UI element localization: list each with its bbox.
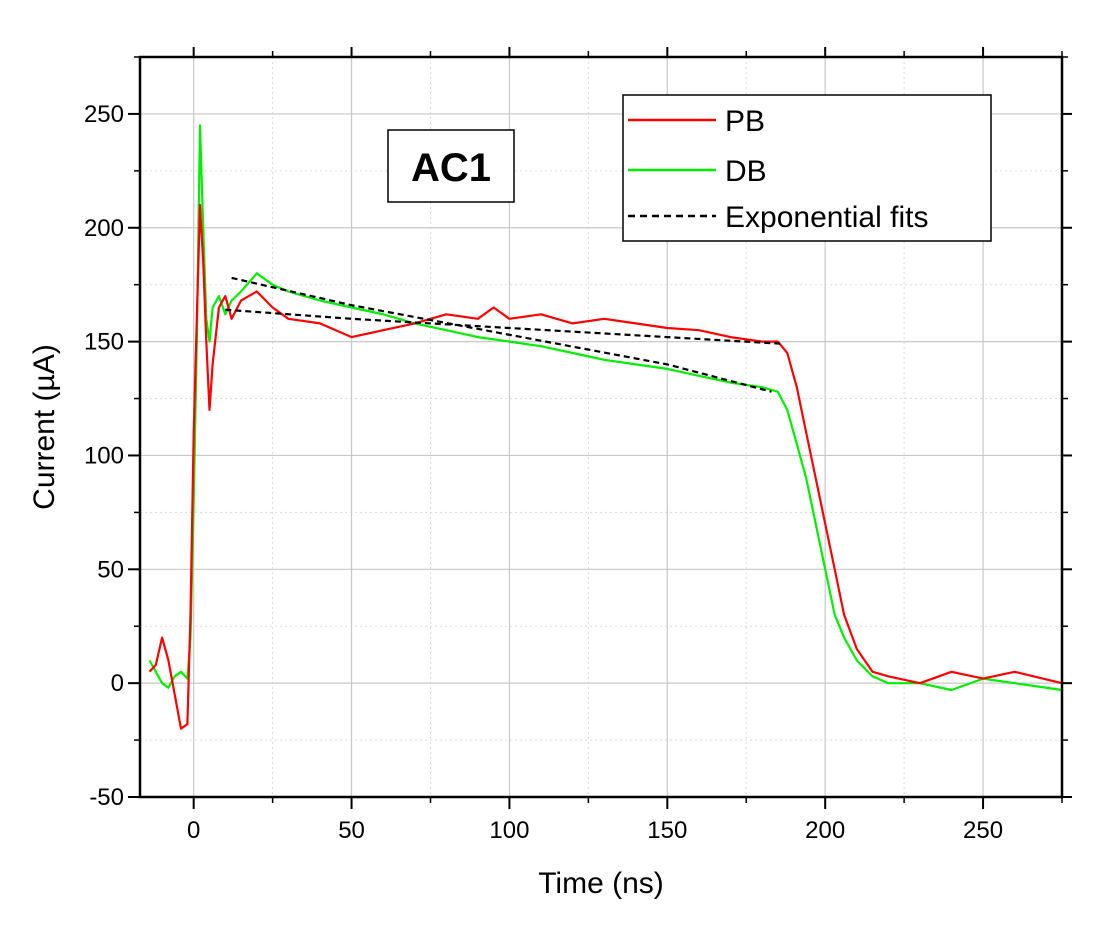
legend: PB DB Exponential fits bbox=[622, 94, 992, 242]
y-tick-label: 50 bbox=[97, 556, 124, 583]
x-tick-label: 100 bbox=[489, 817, 529, 844]
ticks: 0 50 100 150 200 250 -50 0 50 100 150 200 250 bbox=[84, 47, 1072, 844]
y-tick-label: 100 bbox=[84, 442, 124, 469]
y-tick-label: -50 bbox=[89, 784, 124, 811]
series-line-pb bbox=[148, 203, 1063, 730]
plot-frame bbox=[138, 55, 1064, 799]
x-tick-label: 150 bbox=[647, 817, 687, 844]
y-tick-label: 150 bbox=[84, 329, 124, 356]
y-tick-label: 250 bbox=[84, 101, 124, 128]
series-line-exponential-fits-db bbox=[231, 276, 772, 393]
x-tick-label: 50 bbox=[338, 817, 365, 844]
series-layer bbox=[148, 124, 1063, 730]
x-axis-title: Time (ns) bbox=[538, 867, 664, 900]
y-axis-title: Current (µA) bbox=[28, 344, 61, 510]
x-tick-label: 250 bbox=[963, 817, 1003, 844]
y-tick-label: 200 bbox=[84, 215, 124, 242]
x-tick-label: 0 bbox=[187, 817, 200, 844]
y-tick-label: 0 bbox=[111, 670, 124, 697]
legend-label-pb: PB bbox=[725, 105, 765, 138]
legend-label-fits: Exponential fits bbox=[725, 201, 928, 234]
annotation-label: AC1 bbox=[411, 146, 491, 190]
annotation-box: AC1 bbox=[387, 129, 515, 203]
legend-label-db: DB bbox=[725, 155, 767, 188]
x-tick-label: 200 bbox=[805, 817, 845, 844]
series-line-exponential-fits-pb bbox=[225, 308, 785, 345]
